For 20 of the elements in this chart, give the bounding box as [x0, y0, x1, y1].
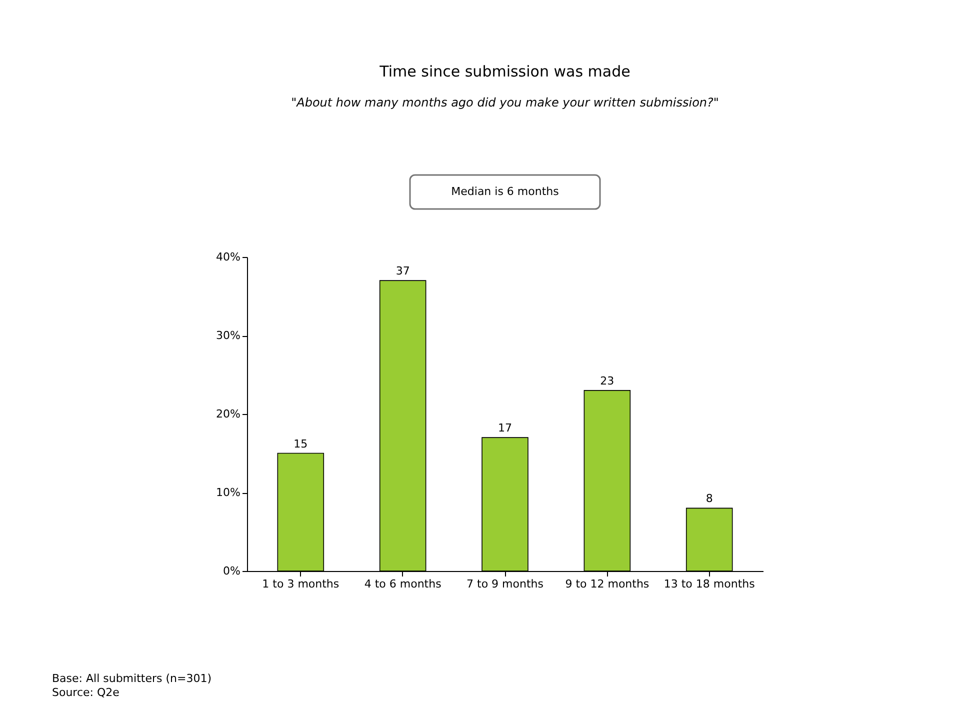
y-tick-label: 40%: [216, 250, 240, 264]
text: Base: All submitters (n=301): [52, 672, 212, 685]
chart-subtitle: "About how many months ago did you make your written submission?": [291, 95, 719, 110]
x-tick-label: 1 to 3 months: [262, 578, 340, 590]
data-label: 17: [498, 422, 512, 435]
x-tick-label: 7 to 9 months: [466, 578, 544, 590]
x-tick-label: 13 to 18 months: [664, 578, 756, 590]
chart-title: Time since submission was made: [378, 62, 630, 80]
data-label: 15: [294, 437, 308, 450]
x-tick-label: 4 to 6 months: [364, 578, 442, 590]
data-label: 37: [396, 264, 410, 278]
y-tick-label: 10%: [216, 486, 240, 499]
y-tick-label: 30%: [216, 329, 240, 342]
data-label: 23: [600, 374, 614, 388]
text: Median is 6 months: [451, 185, 560, 198]
data-label: 8: [706, 492, 713, 506]
y-tick-label: 20%: [216, 408, 240, 420]
x-tick-label: 9 to 12 months: [565, 578, 650, 590]
y-tick-label: 0%: [223, 564, 240, 578]
source-note: Source: Q2e: [52, 686, 120, 699]
